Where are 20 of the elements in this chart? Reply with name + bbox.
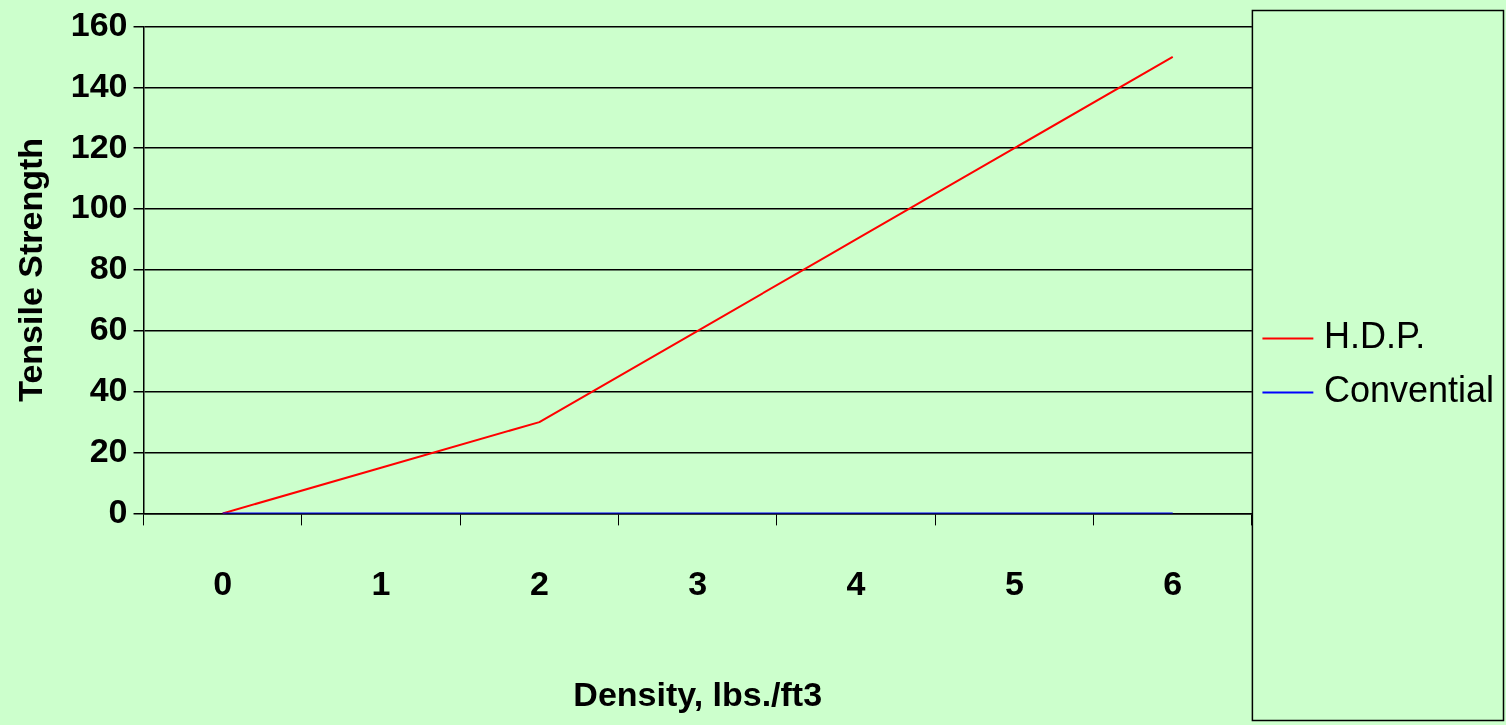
y-tick-label: 120 <box>70 126 128 165</box>
legend-label: Convential <box>1323 369 1495 411</box>
x-tick-label: 5 <box>1004 564 1024 603</box>
x-tick-label: 0 <box>213 564 233 603</box>
y-tick-label: 20 <box>89 430 128 469</box>
y-tick-label: 60 <box>89 309 128 348</box>
x-tick-label: 1 <box>371 564 391 603</box>
y-tick-label: 160 <box>70 4 128 43</box>
y-tick-label: 140 <box>70 65 128 104</box>
y-tick-label: 100 <box>70 187 128 226</box>
y-tick-label: 0 <box>108 491 128 530</box>
y-tick-label: 40 <box>89 370 128 409</box>
x-axis-title: Density, lbs./ft3 <box>573 674 823 713</box>
legend-label: H.D.P. <box>1323 315 1426 357</box>
x-tick-label: 3 <box>688 564 708 603</box>
x-tick-label: 2 <box>529 564 549 603</box>
x-tick-label: 6 <box>1163 564 1183 603</box>
x-tick-label: 4 <box>846 564 866 603</box>
y-axis-title: Tensile Strength <box>10 137 49 402</box>
y-tick-label: 80 <box>89 248 128 287</box>
